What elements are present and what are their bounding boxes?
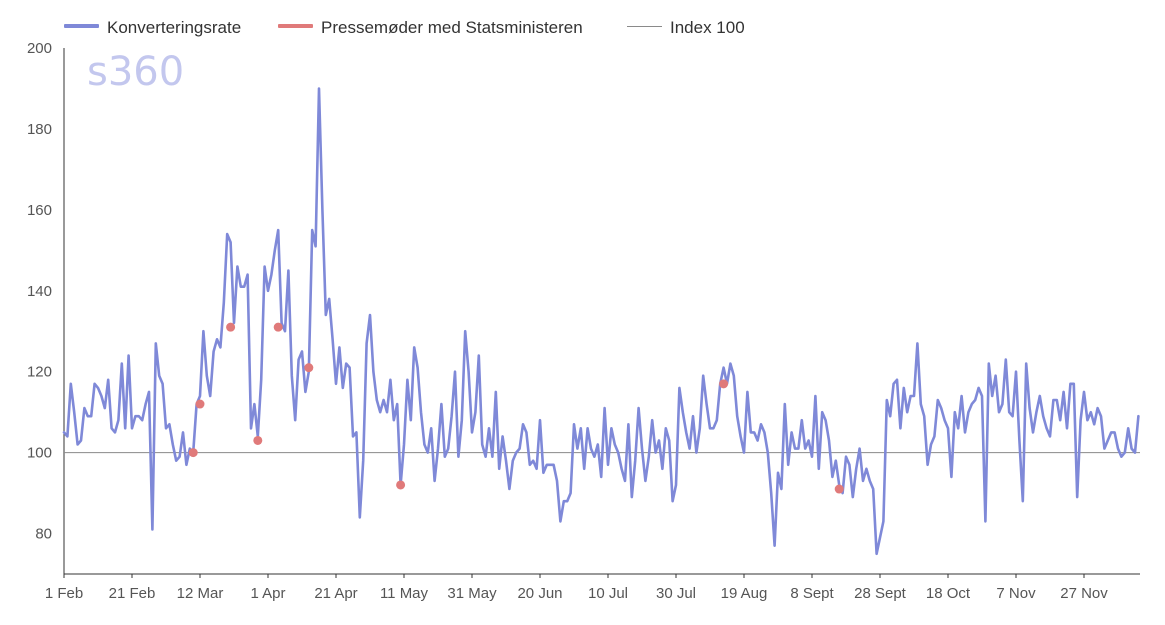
pressemode-dot-4[interactable] [273,322,283,332]
pressemoder-series [188,322,844,494]
legend-label-pressemoder: Pressemøder med Statsministeren [321,18,583,37]
x-tick-label: 31 May [447,585,497,602]
x-tick-label: 19 Aug [721,585,768,602]
y-tick-label-200: 200 [27,40,52,57]
legend-swatch-line [64,24,99,28]
pressemode-dot-3[interactable] [253,435,263,445]
pressemode-dot-8[interactable] [834,484,844,494]
legend-label-index-100: Index 100 [670,18,745,37]
pressemode-dot-0[interactable] [188,448,198,458]
x-tick-label: 30 Jul [656,585,696,602]
legend: Konverteringsrate Pressemøder med Statsm… [64,18,745,37]
x-tick-labels: 1 Feb 21 Feb 12 Mar 1 Apr 21 Apr 11 May 31 May… [45,574,1108,602]
x-tick-label: 21 Feb [109,585,156,602]
x-tick-label: 8 Sept [790,585,834,602]
legend-item-konverteringsrate[interactable]: Konverteringsrate [64,18,241,37]
legend-swatch-dots [278,24,313,28]
x-tick-label: 27 Nov [1060,585,1108,602]
x-tick-label: 28 Sept [854,585,907,602]
x-tick-label: 11 May [380,585,429,602]
y-tick-labels: 80 100 120 140 160 180 200 [27,40,52,543]
x-tick-label: 18 Oct [926,585,971,602]
y-tick-label-180: 180 [27,121,52,138]
pressemode-dot-2[interactable] [226,322,236,332]
pressemode-dot-1[interactable] [195,399,205,409]
konverteringsrate-line [62,87,1140,556]
x-tick-label: 7 Nov [996,585,1036,602]
x-tick-label: 20 Jun [517,585,562,602]
x-tick-label: 21 Apr [314,585,357,602]
x-tick-label: 10 Jul [588,585,628,602]
s360-watermark-logo: s360 [87,49,184,95]
legend-label-konverteringsrate: Konverteringsrate [107,18,241,37]
y-tick-label-140: 140 [27,283,52,300]
pressemode-dot-6[interactable] [396,480,406,490]
legend-item-index-100[interactable]: Index 100 [627,18,745,37]
pressemode-dot-5[interactable] [304,363,314,373]
pressemode-dot-7[interactable] [719,379,729,389]
y-tick-label-120: 120 [27,364,52,381]
x-tick-label: 1 Apr [250,585,285,602]
y-tick-label-100: 100 [27,445,52,462]
legend-swatch-index [627,26,662,27]
x-tick-label: 1 Feb [45,585,83,602]
legend-item-pressemoder[interactable]: Pressemøder med Statsministeren [278,18,583,37]
y-tick-label-80: 80 [35,526,52,543]
konverteringsrate-series [62,87,1140,556]
x-tick-label: 12 Mar [177,585,224,602]
y-tick-label-160: 160 [27,202,52,219]
